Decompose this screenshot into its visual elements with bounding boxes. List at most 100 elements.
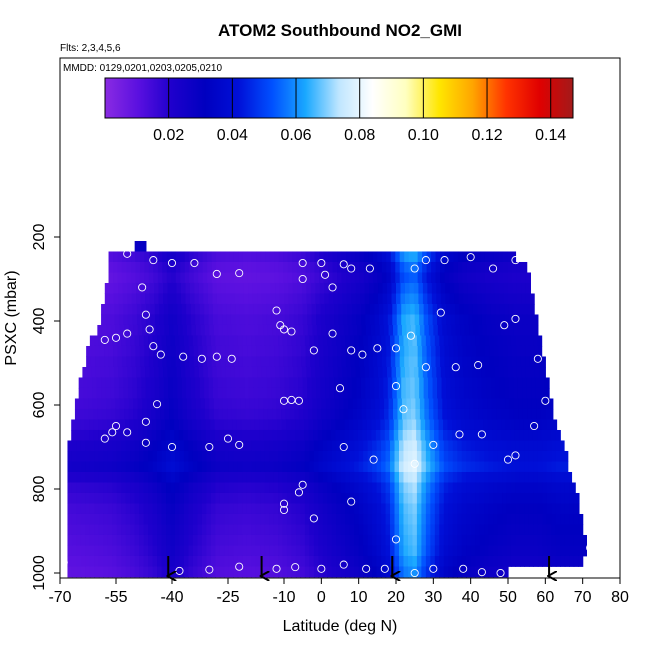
- heatmap-cell: [107, 555, 113, 567]
- heatmap-cell: [488, 524, 494, 536]
- heatmap-cell: [199, 387, 205, 399]
- heatmap-cell: [242, 345, 249, 357]
- heatmap-cell: [219, 524, 225, 536]
- heatmap-cell: [221, 282, 227, 294]
- heatmap-cell: [448, 566, 454, 578]
- heatmap-cell: [488, 461, 494, 473]
- heatmap-cell: [101, 324, 107, 336]
- heatmap-cell: [96, 387, 102, 399]
- heatmap-cell: [430, 471, 436, 483]
- heatmap-cell: [295, 335, 302, 347]
- heatmap-cell: [578, 513, 584, 525]
- heatmap-cell: [136, 377, 142, 389]
- heatmap-cell: [134, 503, 140, 515]
- heatmap-cell: [502, 450, 508, 462]
- heatmap-cell: [130, 555, 136, 567]
- heatmap-cell: [461, 461, 467, 473]
- heatmap-cell: [516, 282, 523, 294]
- heatmap-cell: [211, 272, 217, 284]
- heatmap-cell: [260, 251, 266, 263]
- heatmap-cell: [150, 387, 156, 399]
- heatmap-cell: [425, 482, 431, 494]
- heatmap-cell: [434, 419, 440, 431]
- heatmap-cell: [207, 366, 213, 378]
- heatmap-cell: [260, 450, 266, 462]
- heatmap-cell: [192, 429, 198, 441]
- heatmap-layer: [108, 251, 517, 263]
- heatmap-cell: [466, 251, 473, 263]
- heatmap-cell: [446, 387, 452, 399]
- heatmap-cell: [210, 335, 216, 347]
- heatmap-cell: [278, 471, 284, 483]
- heatmap-cell: [381, 524, 387, 536]
- heatmap-cell: [331, 555, 337, 567]
- heatmap-cell: [425, 461, 431, 473]
- heatmap-cell: [216, 251, 222, 263]
- heatmap-cell: [387, 387, 393, 399]
- heatmap-cell: [300, 450, 306, 462]
- heatmap-cell: [404, 272, 410, 284]
- heatmap-cell: [407, 555, 414, 567]
- heatmap-cell: [328, 272, 334, 284]
- heatmap-cell: [242, 503, 248, 515]
- heatmap-cell: [401, 324, 408, 336]
- heatmap-cell: [216, 272, 222, 284]
- heatmap-cell: [309, 450, 315, 462]
- heatmap-cell: [395, 261, 401, 273]
- heatmap-cell: [243, 282, 249, 294]
- heatmap-cell: [510, 335, 517, 347]
- heatmap-cell: [198, 366, 204, 378]
- heatmap-cell: [168, 387, 174, 399]
- heatmap-cell: [76, 513, 82, 525]
- heatmap-cell: [201, 429, 207, 441]
- heatmap-cell: [171, 345, 177, 357]
- heatmap-cell: [304, 335, 310, 347]
- heatmap-cell: [355, 282, 361, 294]
- heatmap-cell: [564, 492, 570, 504]
- heatmap-cell: [430, 503, 436, 515]
- heatmap-cell: [484, 534, 490, 546]
- heatmap-cell: [201, 503, 207, 515]
- heatmap-cell: [252, 366, 258, 378]
- heatmap-cell: [390, 524, 396, 536]
- heatmap-cell: [449, 251, 455, 263]
- heatmap-cell: [150, 377, 156, 389]
- heatmap-cell: [116, 503, 122, 515]
- heatmap-cell: [319, 261, 325, 273]
- heatmap-cell: [535, 387, 541, 399]
- heatmap-cell: [416, 566, 422, 578]
- heatmap-cell: [118, 387, 125, 399]
- heatmap-cell: [123, 387, 129, 399]
- heatmap-cell: [206, 534, 212, 546]
- sample-point: [477, 568, 486, 577]
- heatmap-cell: [350, 261, 356, 273]
- heatmap-cell: [85, 545, 91, 557]
- heatmap-cell: [515, 545, 521, 557]
- heatmap-cell: [144, 345, 150, 357]
- heatmap-cell: [327, 440, 333, 452]
- heatmap-cell: [363, 356, 369, 368]
- heatmap-cell: [286, 503, 293, 515]
- heatmap-cell: [377, 356, 383, 368]
- heatmap-cell: [175, 251, 181, 263]
- heatmap-cell: [271, 303, 277, 315]
- heatmap-cell: [264, 524, 270, 536]
- heatmap-cell: [522, 314, 528, 326]
- heatmap-cell: [98, 492, 104, 504]
- heatmap-cell: [345, 471, 351, 483]
- heatmap-cell: [171, 251, 177, 263]
- heatmap-cell: [351, 377, 358, 389]
- heatmap-cell: [310, 251, 316, 263]
- heatmap-cell: [301, 366, 307, 378]
- heatmap-cell: [253, 314, 259, 326]
- heatmap-cell: [403, 566, 409, 578]
- heatmap-cell: [139, 272, 145, 284]
- heatmap-cell: [260, 440, 266, 452]
- heatmap-cell: [178, 419, 184, 431]
- heatmap-cell: [147, 419, 153, 431]
- heatmap-cell: [125, 503, 131, 515]
- heatmap-cell: [233, 482, 239, 494]
- heatmap-cell: [156, 429, 162, 441]
- heatmap-cell: [139, 450, 145, 462]
- heatmap-cell: [86, 356, 92, 368]
